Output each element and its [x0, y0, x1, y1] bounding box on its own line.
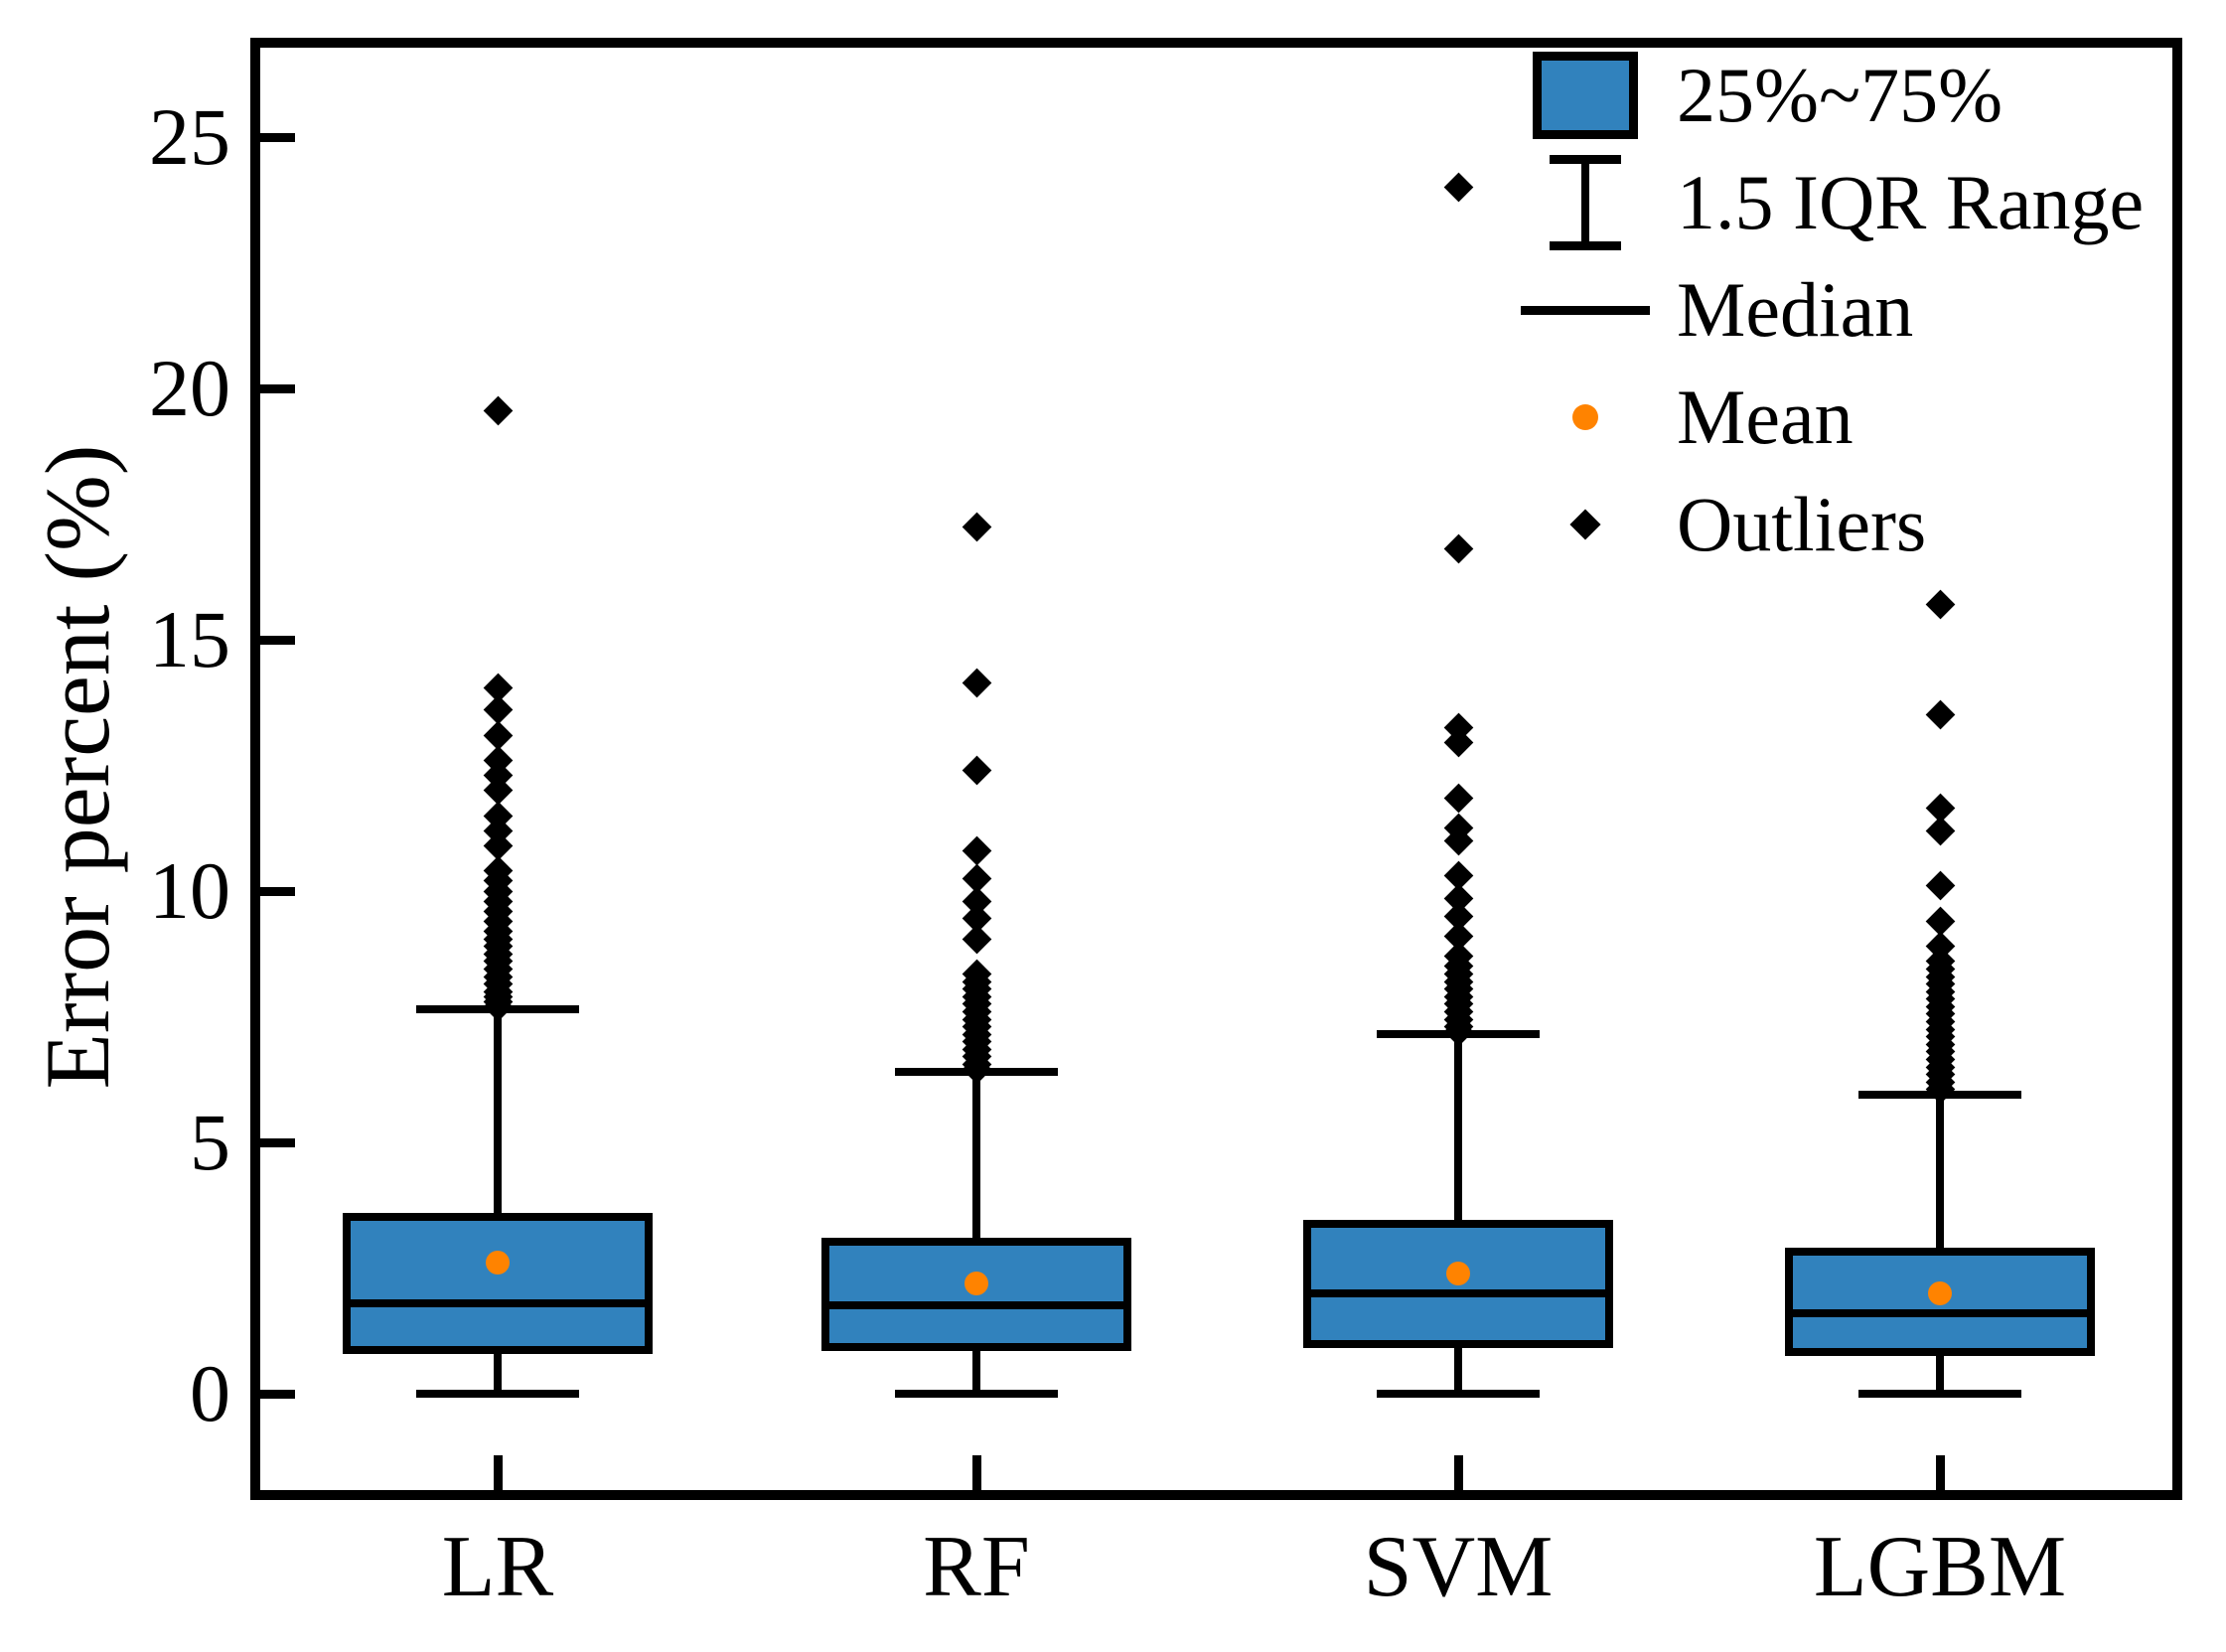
y-tick-mark	[260, 1389, 295, 1399]
legend-row: 25%~75%	[1502, 42, 2144, 149]
median-line	[1785, 1309, 2095, 1318]
dot-icon	[1572, 404, 1598, 430]
legend: 25%~75% 1.5 IQR Range Median Mean Outliers	[1502, 42, 2144, 578]
legend-outlier-symbol	[1502, 509, 1669, 540]
y-tick-mark	[260, 886, 295, 896]
legend-label: 25%~75%	[1677, 52, 2003, 138]
lower-whisker-cap	[1377, 1390, 1540, 1398]
legend-label: Median	[1677, 266, 1914, 353]
x-tick-mark	[1935, 1455, 1945, 1490]
legend-median-symbol	[1502, 305, 1669, 315]
upper-whisker	[972, 1072, 980, 1239]
y-tick-mark	[260, 132, 295, 142]
y-tick-label: 20	[149, 343, 230, 433]
y-tick-label: 0	[190, 1348, 230, 1438]
y-tick-label: 10	[149, 845, 230, 936]
legend-box-symbol	[1502, 52, 1669, 139]
lower-whisker-cap	[416, 1390, 579, 1398]
whisker-icon	[1546, 155, 1625, 250]
y-axis-title: Error percent (%)	[27, 444, 128, 1090]
x-category-label: LR	[441, 1518, 554, 1615]
box-icon	[1533, 52, 1638, 139]
x-category-label: LGBM	[1813, 1518, 2067, 1615]
mean-marker	[486, 1251, 510, 1276]
x-category-label: RF	[923, 1518, 1030, 1615]
legend-row: Outliers	[1502, 471, 2144, 578]
legend-mean-symbol	[1502, 404, 1669, 430]
diamond-icon	[1569, 509, 1601, 540]
legend-label: Mean	[1677, 374, 1854, 460]
legend-label: Outliers	[1677, 481, 1927, 567]
lower-whisker	[972, 1350, 980, 1394]
legend-row: Mean	[1502, 364, 2144, 471]
x-tick-mark	[493, 1455, 503, 1490]
lower-whisker-cap	[1858, 1390, 2021, 1398]
median-line	[821, 1301, 1131, 1310]
mean-marker	[1446, 1261, 1470, 1285]
legend-row: 1.5 IQR Range	[1502, 149, 2144, 256]
y-tick-label: 25	[149, 91, 230, 182]
mean-marker	[1928, 1280, 1952, 1305]
lower-whisker	[494, 1353, 502, 1394]
legend-row: Median	[1502, 256, 2144, 364]
median-line	[343, 1298, 653, 1307]
upper-whisker	[1936, 1094, 1944, 1249]
y-tick-mark	[260, 1137, 295, 1147]
y-tick-label: 15	[149, 594, 230, 684]
legend-whisker-symbol	[1502, 155, 1669, 250]
x-tick-mark	[1453, 1455, 1463, 1490]
y-tick-mark	[260, 635, 295, 645]
y-tick-mark	[260, 383, 295, 393]
upper-whisker	[1454, 1034, 1462, 1221]
lower-whisker-cap	[895, 1390, 1058, 1398]
x-category-label: SVM	[1363, 1518, 1554, 1615]
y-tick-label: 5	[190, 1097, 230, 1187]
upper-whisker	[494, 1008, 502, 1213]
x-tick-mark	[971, 1455, 981, 1490]
lower-whisker	[1936, 1356, 1944, 1394]
iqr-box	[343, 1212, 653, 1354]
line-icon	[1521, 305, 1650, 315]
median-line	[1303, 1288, 1613, 1297]
plot-area-border	[250, 38, 2182, 1500]
mean-marker	[965, 1271, 988, 1295]
lower-whisker	[1454, 1348, 1462, 1394]
legend-label: 1.5 IQR Range	[1677, 159, 2145, 245]
